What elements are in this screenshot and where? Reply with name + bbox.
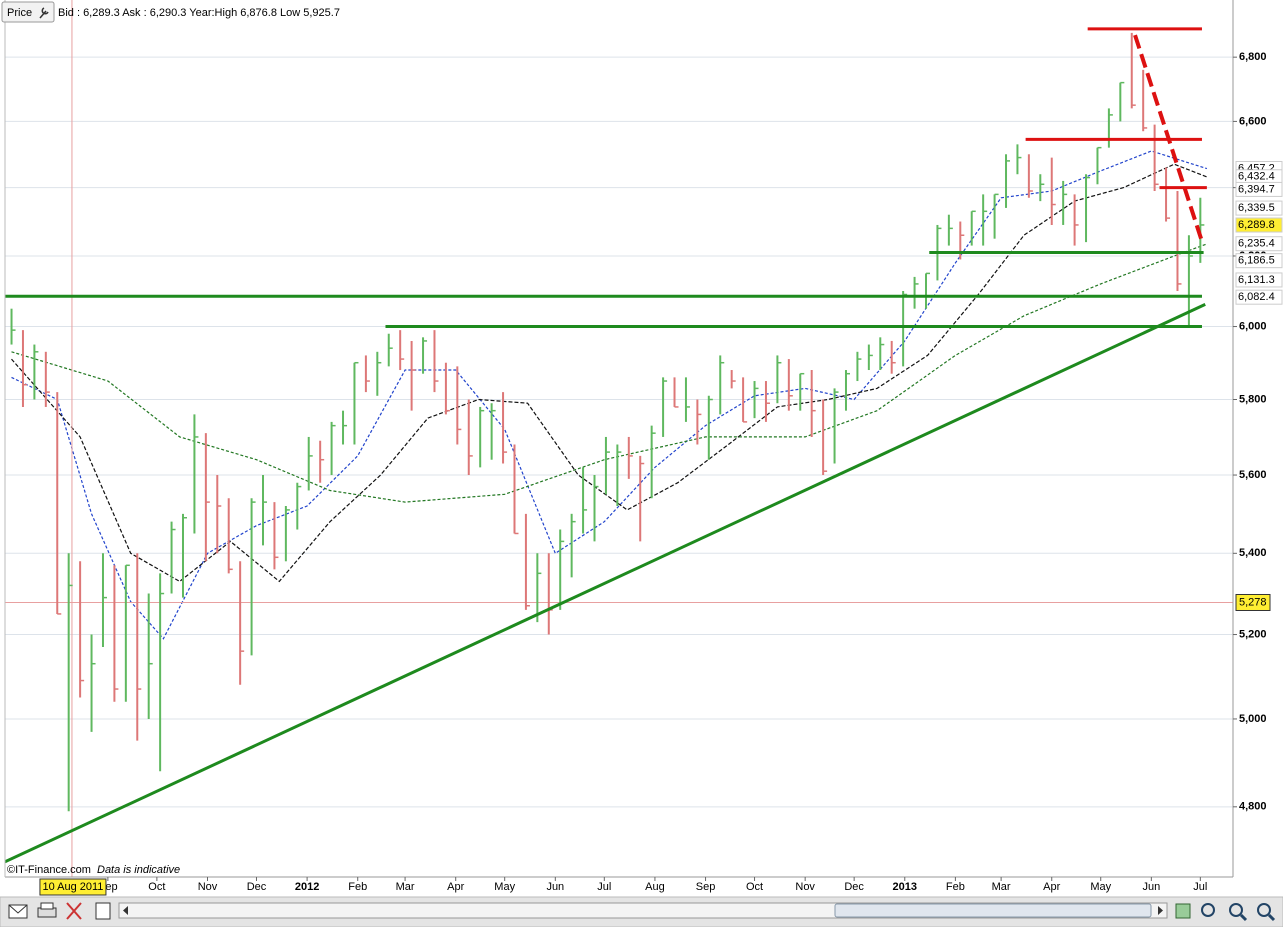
price-button-label[interactable]: Price [7,7,32,19]
x-tick-label: Apr [1043,881,1060,893]
price-label: 6,235.4 [1238,238,1275,250]
x-tick-label: Mar [396,881,415,893]
x-tick-label: Jul [1193,881,1207,893]
axes: 4,8005,0005,2005,4005,6005,8006,0006,200… [39,51,1283,896]
price-label: 6,289.8 [1238,219,1275,231]
zoom-out-icon[interactable] [1229,903,1243,917]
x-tick-label: Aug [645,881,665,893]
x-tick-label: Mar [992,881,1011,893]
quote-text: Bid : 6,289.3 Ask : 6,290.3 Year:High 6,… [58,7,340,19]
x-tick-label: Dec [247,881,267,893]
crosshair-y-label: 5,278 [1239,596,1267,608]
x-tick-label: Apr [447,881,464,893]
x-tick-label: May [494,881,515,893]
y-tick-label: 5,000 [1239,713,1267,725]
moving-average [11,243,1208,503]
price-label-box [1235,253,1283,269]
doc-icon[interactable] [95,902,111,920]
toolbar-icons [8,902,1276,922]
scroll-left[interactable] [123,906,128,915]
y-tick-label: 6,600 [1239,115,1267,127]
x-tick-label: 2012 [295,881,319,893]
delete-icon[interactable] [66,902,82,920]
x-tick-label: Jul [597,881,611,893]
price-label-box [1235,272,1283,288]
moving-average [11,163,1208,583]
x-tick-label: Jun [1142,881,1160,893]
scroll-right[interactable] [1158,906,1163,915]
price-label: 6,432.4 [1238,171,1275,183]
price-label-box [1235,217,1283,233]
crosshair-x-label: 10 Aug 2011 [42,881,103,893]
crosshair-y-box [1235,593,1271,611]
x-tick-label: Sep [696,881,716,893]
y-tick-label: 6,800 [1239,51,1267,63]
price-label-box [1235,236,1283,252]
y-tick-label: 6,000 [1239,320,1267,332]
email-icon[interactable] [8,904,28,919]
wrench-icon[interactable] [39,7,49,19]
disclaimer: Data is indicative [97,864,180,876]
crosshair-x-box [39,878,107,896]
x-tick-label: Feb [348,881,367,893]
y-tick-label: 5,600 [1239,469,1267,481]
trend-line [5,303,1206,864]
price-label: 6,186.5 [1238,255,1275,267]
price-label-box [1235,200,1283,216]
chart-icon[interactable] [1175,903,1191,919]
price-label: 6,131.3 [1238,274,1275,286]
price-label-box [1235,181,1283,197]
price-label: 6,339.5 [1238,202,1275,214]
print-paper [40,902,54,910]
y-tick-label: 5,200 [1239,628,1267,640]
y-tick-label: 5,400 [1239,547,1267,559]
x-tick-label: Feb [946,881,965,893]
x-tick-label: May [1090,881,1111,893]
copyright: ©IT-Finance.com [7,864,91,876]
price-label-box [1235,289,1283,305]
moving-average [11,150,1208,640]
x-tick-label: Dec [844,881,864,893]
zoom-out-handle [1239,913,1248,922]
x-tick-label: Nov [795,881,815,893]
x-tick-label: Oct [746,881,763,893]
y-tick-label: 4,800 [1239,801,1267,813]
trend-line [1133,34,1204,243]
price-label: 6,394.7 [1238,183,1275,195]
scrollbar-thumb[interactable] [834,903,1152,918]
zoom-fit-icon[interactable] [1201,903,1215,917]
y-tick-label: 5,800 [1239,393,1267,405]
x-tick-label: 2013 [893,881,917,893]
x-tick-label: Jun [546,881,564,893]
email-flap [8,904,28,914]
x-tick-label: Nov [198,881,218,893]
x-tick-label: Oct [148,881,165,893]
zoom-in-icon[interactable] [1257,903,1271,917]
zoom-in-handle [1267,913,1276,922]
plot-area [5,0,1233,877]
price-label: 6,082.4 [1238,291,1275,303]
